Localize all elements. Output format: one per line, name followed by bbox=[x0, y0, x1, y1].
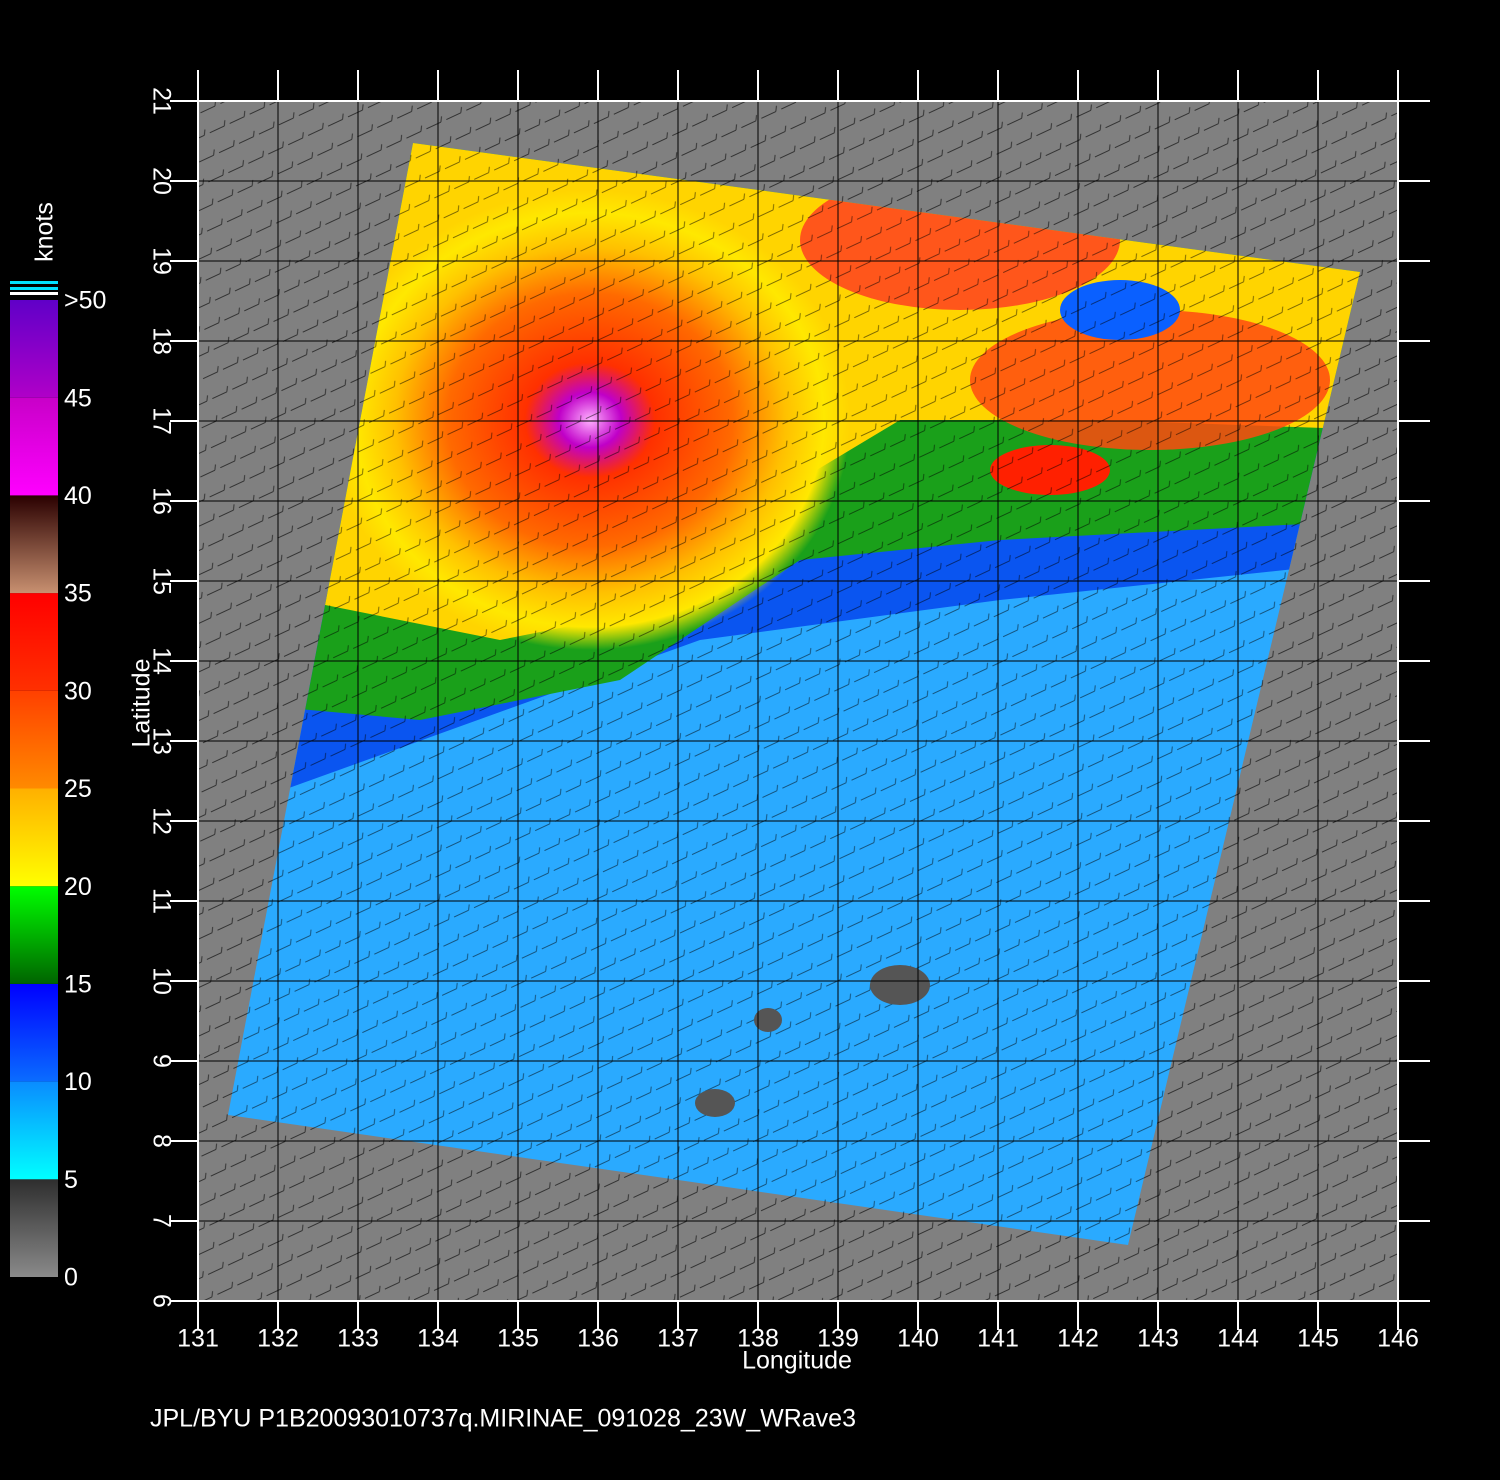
colorbar-segment bbox=[10, 495, 58, 594]
colorbar-segment bbox=[10, 397, 58, 496]
colorbar-tick-label: 40 bbox=[64, 482, 92, 510]
y-tick-label: 9 bbox=[147, 1054, 175, 1068]
colorbar-segment bbox=[10, 788, 58, 887]
x-tick-label: 145 bbox=[1297, 1325, 1339, 1353]
land bbox=[870, 965, 930, 1005]
colorbar-tick-label: 35 bbox=[64, 580, 92, 608]
x-tick-label: 136 bbox=[577, 1325, 619, 1353]
colorbar-tick-label: 45 bbox=[64, 384, 92, 412]
colorbar-tick-label: 25 bbox=[64, 775, 92, 803]
y-axis-label: Latitude bbox=[128, 659, 156, 748]
colorbar-segment bbox=[10, 690, 58, 789]
colorbar-cap bbox=[10, 292, 58, 295]
x-tick-label: 141 bbox=[977, 1325, 1019, 1353]
x-tick-label: 144 bbox=[1217, 1325, 1259, 1353]
colorbar-tick-label: >50 bbox=[64, 287, 106, 315]
y-tick-label: 15 bbox=[147, 567, 175, 595]
colorbar-segment bbox=[10, 886, 58, 984]
colorbar-tick-label: 10 bbox=[64, 1068, 92, 1096]
colorbar-tick-label: 20 bbox=[64, 873, 92, 901]
y-tick-label: 7 bbox=[147, 1214, 175, 1228]
colorbar-segment bbox=[10, 1179, 58, 1277]
x-tick-label: 138 bbox=[737, 1325, 779, 1353]
colorbar-tick-label: 0 bbox=[64, 1264, 78, 1292]
y-tick-label: 19 bbox=[147, 247, 175, 275]
x-tick-label: 139 bbox=[817, 1325, 859, 1353]
x-tick-label: 137 bbox=[657, 1325, 699, 1353]
land bbox=[695, 1089, 735, 1117]
x-tick-label: 140 bbox=[897, 1325, 939, 1353]
colorbar-tick-label: 15 bbox=[64, 971, 92, 999]
x-tick-label: 146 bbox=[1377, 1325, 1419, 1353]
colorbar-cap bbox=[10, 287, 58, 290]
x-axis-label: Longitude bbox=[742, 1347, 852, 1375]
y-tick-label: 14 bbox=[147, 647, 175, 675]
y-tick-label: 18 bbox=[147, 327, 175, 355]
x-tick-label: 133 bbox=[337, 1325, 379, 1353]
x-tick-label: 143 bbox=[1137, 1325, 1179, 1353]
colorbar-segment bbox=[10, 1081, 58, 1180]
y-tick-label: 20 bbox=[147, 167, 175, 195]
x-tick-label: 142 bbox=[1057, 1325, 1099, 1353]
y-tick-label: 16 bbox=[147, 487, 175, 515]
colorbar-tick-label: 5 bbox=[64, 1166, 78, 1194]
y-tick-label: 17 bbox=[147, 407, 175, 435]
colorbar-tick-label: 30 bbox=[64, 677, 92, 705]
y-tick-label: 10 bbox=[147, 967, 175, 995]
colorbar-segment bbox=[10, 983, 58, 1082]
colorbar-segment bbox=[10, 593, 58, 691]
x-tick-label: 135 bbox=[497, 1325, 539, 1353]
y-tick-label: 13 bbox=[147, 727, 175, 755]
footer: JPL/BYU P1B20093010737q.MIRINAE_091028_2… bbox=[150, 1405, 856, 1433]
y-tick-label: 21 bbox=[147, 87, 175, 115]
x-tick-label: 134 bbox=[417, 1325, 459, 1353]
colorbar-segment bbox=[10, 300, 58, 398]
y-tick-label: 11 bbox=[147, 888, 175, 914]
y-tick-label: 12 bbox=[147, 807, 175, 835]
colorbar-cap bbox=[10, 281, 58, 284]
y-tick-label: 8 bbox=[147, 1134, 175, 1148]
colorbar-label: knots bbox=[31, 202, 59, 262]
land bbox=[754, 1008, 782, 1032]
x-tick-label: 131 bbox=[177, 1325, 219, 1353]
y-tick-label: 6 bbox=[147, 1294, 175, 1308]
x-tick-label: 132 bbox=[257, 1325, 299, 1353]
plot-frame bbox=[197, 100, 1399, 1302]
